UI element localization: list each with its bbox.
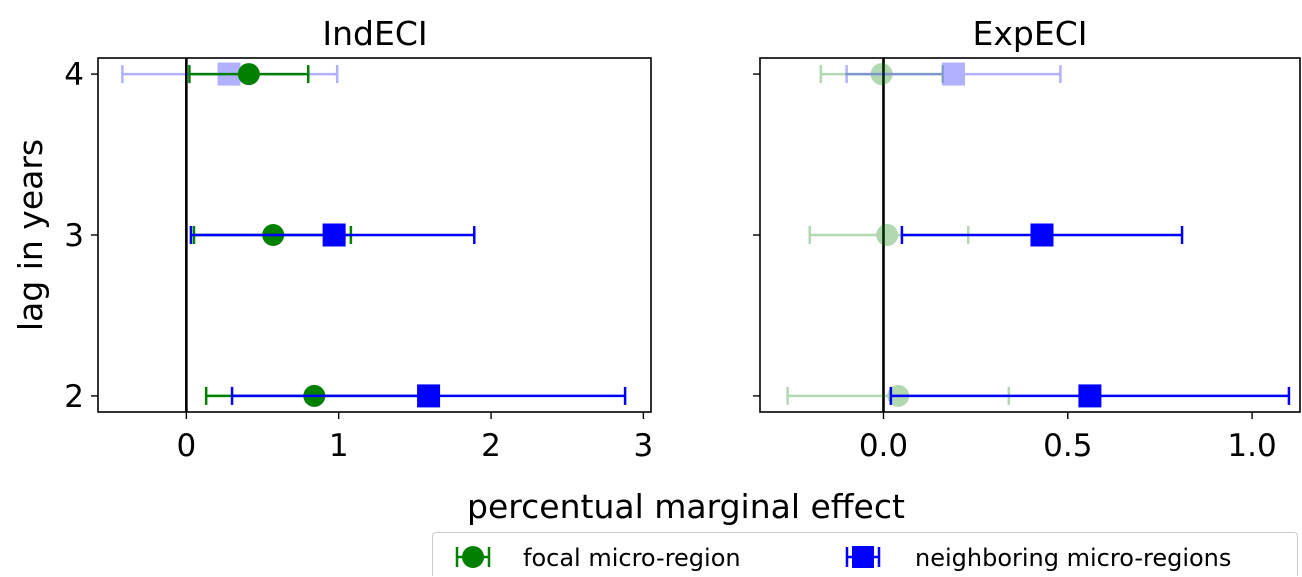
- legend: focal micro-region neighboring micro-reg…: [432, 532, 1298, 576]
- neighbor-point-group: [900, 223, 1184, 247]
- x-axis-label: percentual marginal effect: [467, 487, 905, 526]
- legend-label: focal micro-region: [523, 544, 741, 572]
- legend-item-focal: focal micro-region: [455, 544, 741, 572]
- focal-point-group: [188, 63, 310, 86]
- neighbor-point-group: [889, 384, 1291, 408]
- estimate-square-marker: [942, 62, 966, 86]
- y-axis-label: lag in years: [11, 139, 50, 331]
- neighbor-point-group: [189, 223, 476, 247]
- estimate-square-marker: [1030, 223, 1054, 247]
- legend-marker-square: [845, 546, 881, 568]
- x-tick-label: 3: [634, 428, 654, 464]
- legend-marker-circle: [455, 546, 491, 568]
- estimate-square-marker: [417, 384, 441, 408]
- y-tick-label: 2: [64, 379, 84, 415]
- panel-expeci: ExpECI 0.0 0.5 1.0: [753, 14, 1301, 464]
- y-tick-label: 3: [64, 218, 84, 254]
- y-tick-label: 4: [64, 57, 84, 93]
- estimate-square-marker: [322, 223, 346, 247]
- legend-item-neighboring: neighboring micro-regions: [845, 544, 1231, 572]
- estimate-circle-marker: [237, 63, 260, 86]
- panel-title: IndECI: [322, 14, 427, 53]
- x-tick-label: 1.0: [1227, 428, 1276, 464]
- axes-frame: [97, 57, 652, 413]
- neighbor-point-group: [845, 62, 1062, 86]
- estimate-circle-marker: [876, 224, 899, 246]
- panel-indeci: IndECI 0 1 2 3 2 3 4: [64, 14, 653, 464]
- axes-frame: [759, 57, 1301, 413]
- x-tick-label: 0: [176, 428, 196, 464]
- neighbor-point-group: [230, 384, 627, 408]
- x-tick-label: 1: [329, 428, 349, 464]
- x-tick-label: 2: [481, 428, 501, 464]
- legend-label: neighboring micro-regions: [915, 544, 1231, 572]
- focal-point-group: [819, 63, 944, 86]
- x-tick-label: 0.0: [859, 428, 908, 464]
- estimate-circle-marker: [870, 63, 893, 86]
- estimate-square-marker: [1078, 384, 1102, 408]
- x-tick-label: 0.5: [1043, 428, 1092, 464]
- panel-title: ExpECI: [973, 14, 1088, 53]
